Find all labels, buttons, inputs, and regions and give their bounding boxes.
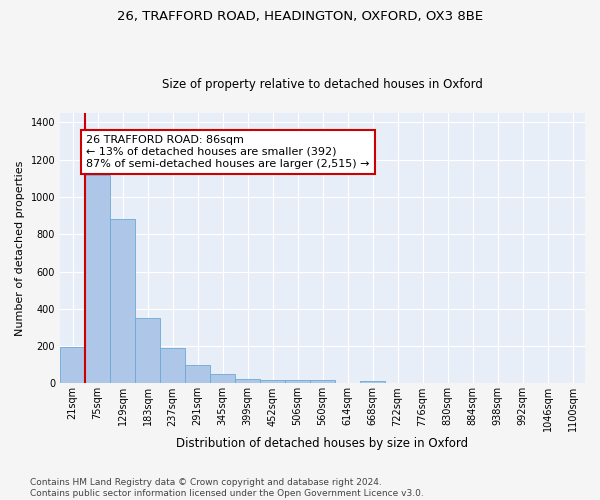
Text: Contains HM Land Registry data © Crown copyright and database right 2024.
Contai: Contains HM Land Registry data © Crown c… — [30, 478, 424, 498]
Bar — [110, 220, 135, 384]
Title: Size of property relative to detached houses in Oxford: Size of property relative to detached ho… — [162, 78, 483, 91]
Bar — [360, 381, 385, 384]
Bar — [210, 374, 235, 384]
X-axis label: Distribution of detached houses by size in Oxford: Distribution of detached houses by size … — [176, 437, 469, 450]
Bar — [185, 365, 210, 384]
Text: 26, TRAFFORD ROAD, HEADINGTON, OXFORD, OX3 8BE: 26, TRAFFORD ROAD, HEADINGTON, OXFORD, O… — [117, 10, 483, 23]
Bar — [310, 380, 335, 384]
Text: 26 TRAFFORD ROAD: 86sqm
← 13% of detached houses are smaller (392)
87% of semi-d: 26 TRAFFORD ROAD: 86sqm ← 13% of detache… — [86, 136, 370, 168]
Bar — [85, 174, 110, 384]
Bar — [135, 318, 160, 384]
Bar — [235, 379, 260, 384]
Bar — [260, 380, 285, 384]
Bar — [160, 348, 185, 384]
Y-axis label: Number of detached properties: Number of detached properties — [15, 160, 25, 336]
Bar — [60, 347, 85, 384]
Bar — [285, 380, 310, 384]
